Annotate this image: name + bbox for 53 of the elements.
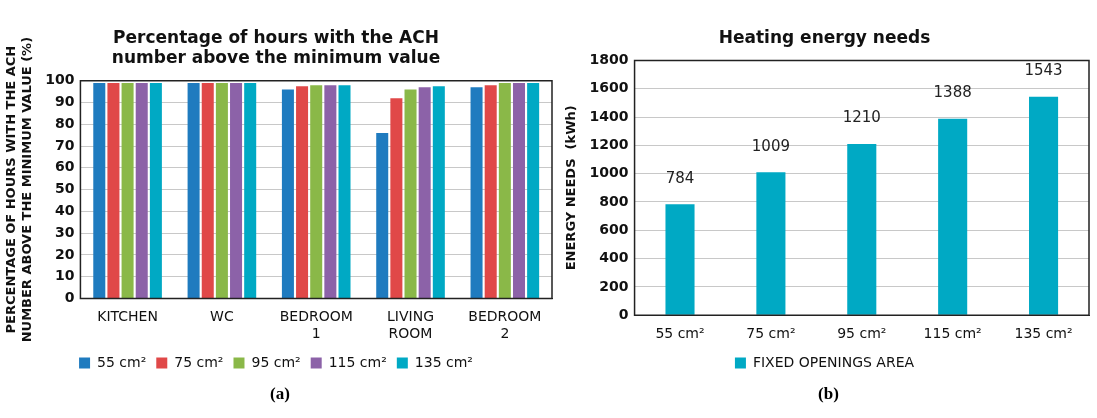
bar [1029, 96, 1059, 315]
chart-title: Heating energy needs [718, 26, 931, 47]
legend-label: 95 cm² [251, 353, 301, 370]
bar [756, 172, 786, 315]
y-tick-label: 80 [54, 114, 75, 131]
y-tick-label: 600 [599, 220, 629, 237]
bar [847, 143, 877, 315]
y-tick-label: 400 [599, 249, 629, 266]
y-tick-label: 200 [599, 277, 629, 294]
text: (a) [269, 384, 291, 404]
y-tick-label: 60 [54, 158, 75, 175]
x-tick-label: WC [210, 308, 234, 325]
y-tick-label: 800 [599, 192, 629, 209]
bar [938, 118, 968, 315]
data-label: 784 [665, 168, 695, 187]
text: (b) [817, 384, 840, 404]
x-tick-label: 55 cm² [655, 325, 705, 342]
y-tick-label: 0 [64, 289, 75, 306]
y-tick-label: 1400 [589, 107, 629, 124]
chart-title: Percentage of hours with the ACH number above the minimum value [111, 26, 441, 68]
y-tick-label: 1600 [589, 79, 629, 96]
data-label: 1009 [751, 136, 790, 155]
x-tick-label: 115 cm² [923, 325, 982, 342]
legend-label: 135 cm² [414, 353, 473, 370]
y-tick-label: 70 [54, 136, 75, 153]
y-tick-label: 10 [54, 267, 75, 284]
y-axis-title: PERCENTAGE OF HOURS WITH THE ACH NUMBER ABOVE THE MINIMUM VALUE (%) [3, 36, 34, 343]
x-tick-label: KITCHEN [97, 308, 158, 325]
data-label: 1543 [1024, 61, 1063, 80]
y-tick-label: 40 [54, 202, 75, 218]
x-tick-label: BEDROOM 2 [468, 308, 542, 342]
y-tick-label: 0 [618, 305, 629, 322]
x-tick-label: 75 cm² [746, 325, 796, 342]
y-axis-title: ENERGY NEEDS (kWh) [563, 105, 579, 271]
y-tick-label: 30 [54, 223, 75, 240]
y-tick-label: 1000 [589, 164, 629, 181]
bar [665, 204, 695, 315]
x-tick-label: 95 cm² [837, 325, 887, 342]
y-tick-label: 100 [45, 71, 75, 88]
y-tick-label: 1800 [589, 51, 629, 68]
y-tick-label: 90 [54, 93, 75, 110]
y-tick-label: 1200 [589, 135, 629, 152]
x-tick-label: LIVING ROOM [387, 308, 435, 342]
legend-label: FIXED OPENINGS AREA [752, 353, 915, 370]
y-tick-label: 50 [54, 180, 75, 197]
x-tick-label: BEDROOM 1 [279, 308, 353, 342]
legend-label: 75 cm² [174, 353, 224, 370]
y-tick-label: 20 [54, 245, 75, 262]
data-label: 1210 [842, 108, 881, 127]
legend-label: 115 cm² [328, 353, 387, 370]
legend-label: 55 cm² [97, 353, 147, 370]
data-label: 1388 [933, 83, 972, 102]
x-tick-label: 135 cm² [1014, 325, 1073, 342]
